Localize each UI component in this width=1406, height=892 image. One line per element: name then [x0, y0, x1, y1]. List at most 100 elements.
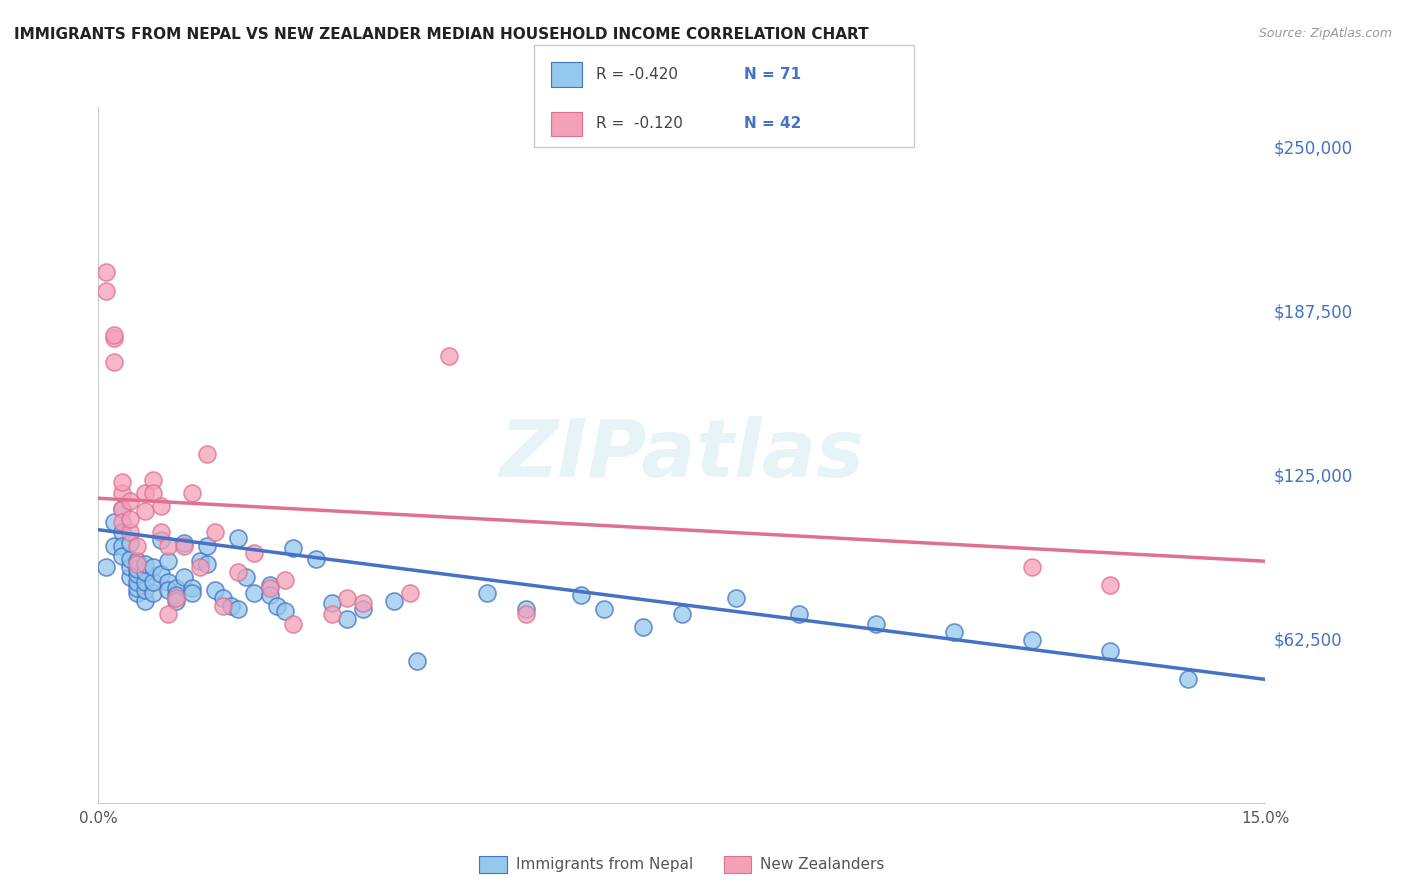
Point	[111, 549, 134, 563]
Point	[406, 654, 429, 668]
Point	[127, 575, 149, 590]
Point	[111, 475, 134, 490]
Point	[195, 539, 218, 553]
Point	[134, 557, 156, 571]
Text: N = 71: N = 71	[744, 68, 801, 82]
Point	[173, 539, 195, 553]
Point	[631, 620, 654, 634]
Point	[165, 588, 187, 602]
Point	[103, 328, 125, 343]
Text: ZIPatlas: ZIPatlas	[499, 416, 865, 494]
Point	[1021, 559, 1043, 574]
Point	[336, 612, 359, 626]
Point	[943, 625, 966, 640]
Point	[266, 599, 288, 613]
Text: R = -0.420: R = -0.420	[596, 68, 678, 82]
Point	[111, 515, 134, 529]
Point	[127, 539, 149, 553]
Point	[321, 596, 343, 610]
Point	[281, 617, 304, 632]
Point	[118, 559, 141, 574]
Point	[118, 512, 141, 526]
Point	[127, 554, 149, 568]
Point	[787, 607, 810, 621]
Point	[165, 591, 187, 605]
Point	[1177, 673, 1199, 687]
Point	[352, 601, 374, 615]
Point	[134, 486, 156, 500]
Point	[569, 588, 592, 602]
Point	[1021, 633, 1043, 648]
Point	[352, 596, 374, 610]
Point	[127, 581, 149, 595]
Point	[157, 575, 180, 590]
Point	[725, 591, 748, 605]
Point	[134, 583, 156, 598]
Point	[103, 539, 125, 553]
Point	[96, 284, 118, 298]
Point	[142, 559, 165, 574]
Point	[188, 554, 211, 568]
Point	[157, 554, 180, 568]
Point	[111, 539, 134, 553]
Point	[149, 525, 172, 540]
Point	[127, 567, 149, 582]
Point	[243, 546, 266, 560]
Point	[134, 593, 156, 607]
Point	[259, 588, 281, 602]
Point	[118, 536, 141, 550]
Point	[593, 601, 616, 615]
Point	[157, 539, 180, 553]
Text: R =  -0.120: R = -0.120	[596, 117, 683, 131]
Point	[228, 531, 250, 545]
Point	[195, 447, 218, 461]
Point	[118, 525, 141, 540]
Point	[111, 501, 134, 516]
Point	[111, 501, 134, 516]
Point	[321, 607, 343, 621]
Point	[865, 617, 887, 632]
Point	[149, 567, 172, 582]
Text: Source: ZipAtlas.com: Source: ZipAtlas.com	[1258, 27, 1392, 40]
Point	[142, 586, 165, 600]
Point	[274, 604, 297, 618]
Point	[127, 557, 149, 571]
Point	[382, 593, 405, 607]
Point	[127, 562, 149, 576]
Text: N = 42: N = 42	[744, 117, 801, 131]
Point	[118, 494, 141, 508]
Point	[165, 581, 187, 595]
Point	[142, 473, 165, 487]
Point	[515, 601, 537, 615]
Point	[111, 525, 134, 540]
Point	[173, 536, 195, 550]
Point	[142, 486, 165, 500]
Point	[180, 586, 202, 600]
Point	[103, 515, 125, 529]
Point	[274, 573, 297, 587]
Point	[165, 593, 187, 607]
Point	[134, 504, 156, 518]
Point	[173, 570, 195, 584]
Point	[149, 499, 172, 513]
Point	[305, 551, 328, 566]
Point	[219, 599, 242, 613]
Point	[96, 265, 118, 279]
Point	[96, 559, 118, 574]
Point	[1098, 643, 1121, 657]
Point	[477, 586, 499, 600]
Point	[228, 601, 250, 615]
Point	[118, 570, 141, 584]
Point	[212, 599, 235, 613]
Point	[134, 565, 156, 579]
Point	[111, 486, 134, 500]
Text: IMMIGRANTS FROM NEPAL VS NEW ZEALANDER MEDIAN HOUSEHOLD INCOME CORRELATION CHART: IMMIGRANTS FROM NEPAL VS NEW ZEALANDER M…	[14, 27, 869, 42]
Point	[142, 575, 165, 590]
Point	[118, 551, 141, 566]
Point	[398, 586, 420, 600]
Point	[228, 565, 250, 579]
Point	[157, 607, 180, 621]
Point	[157, 583, 180, 598]
Point	[235, 570, 257, 584]
Point	[259, 581, 281, 595]
